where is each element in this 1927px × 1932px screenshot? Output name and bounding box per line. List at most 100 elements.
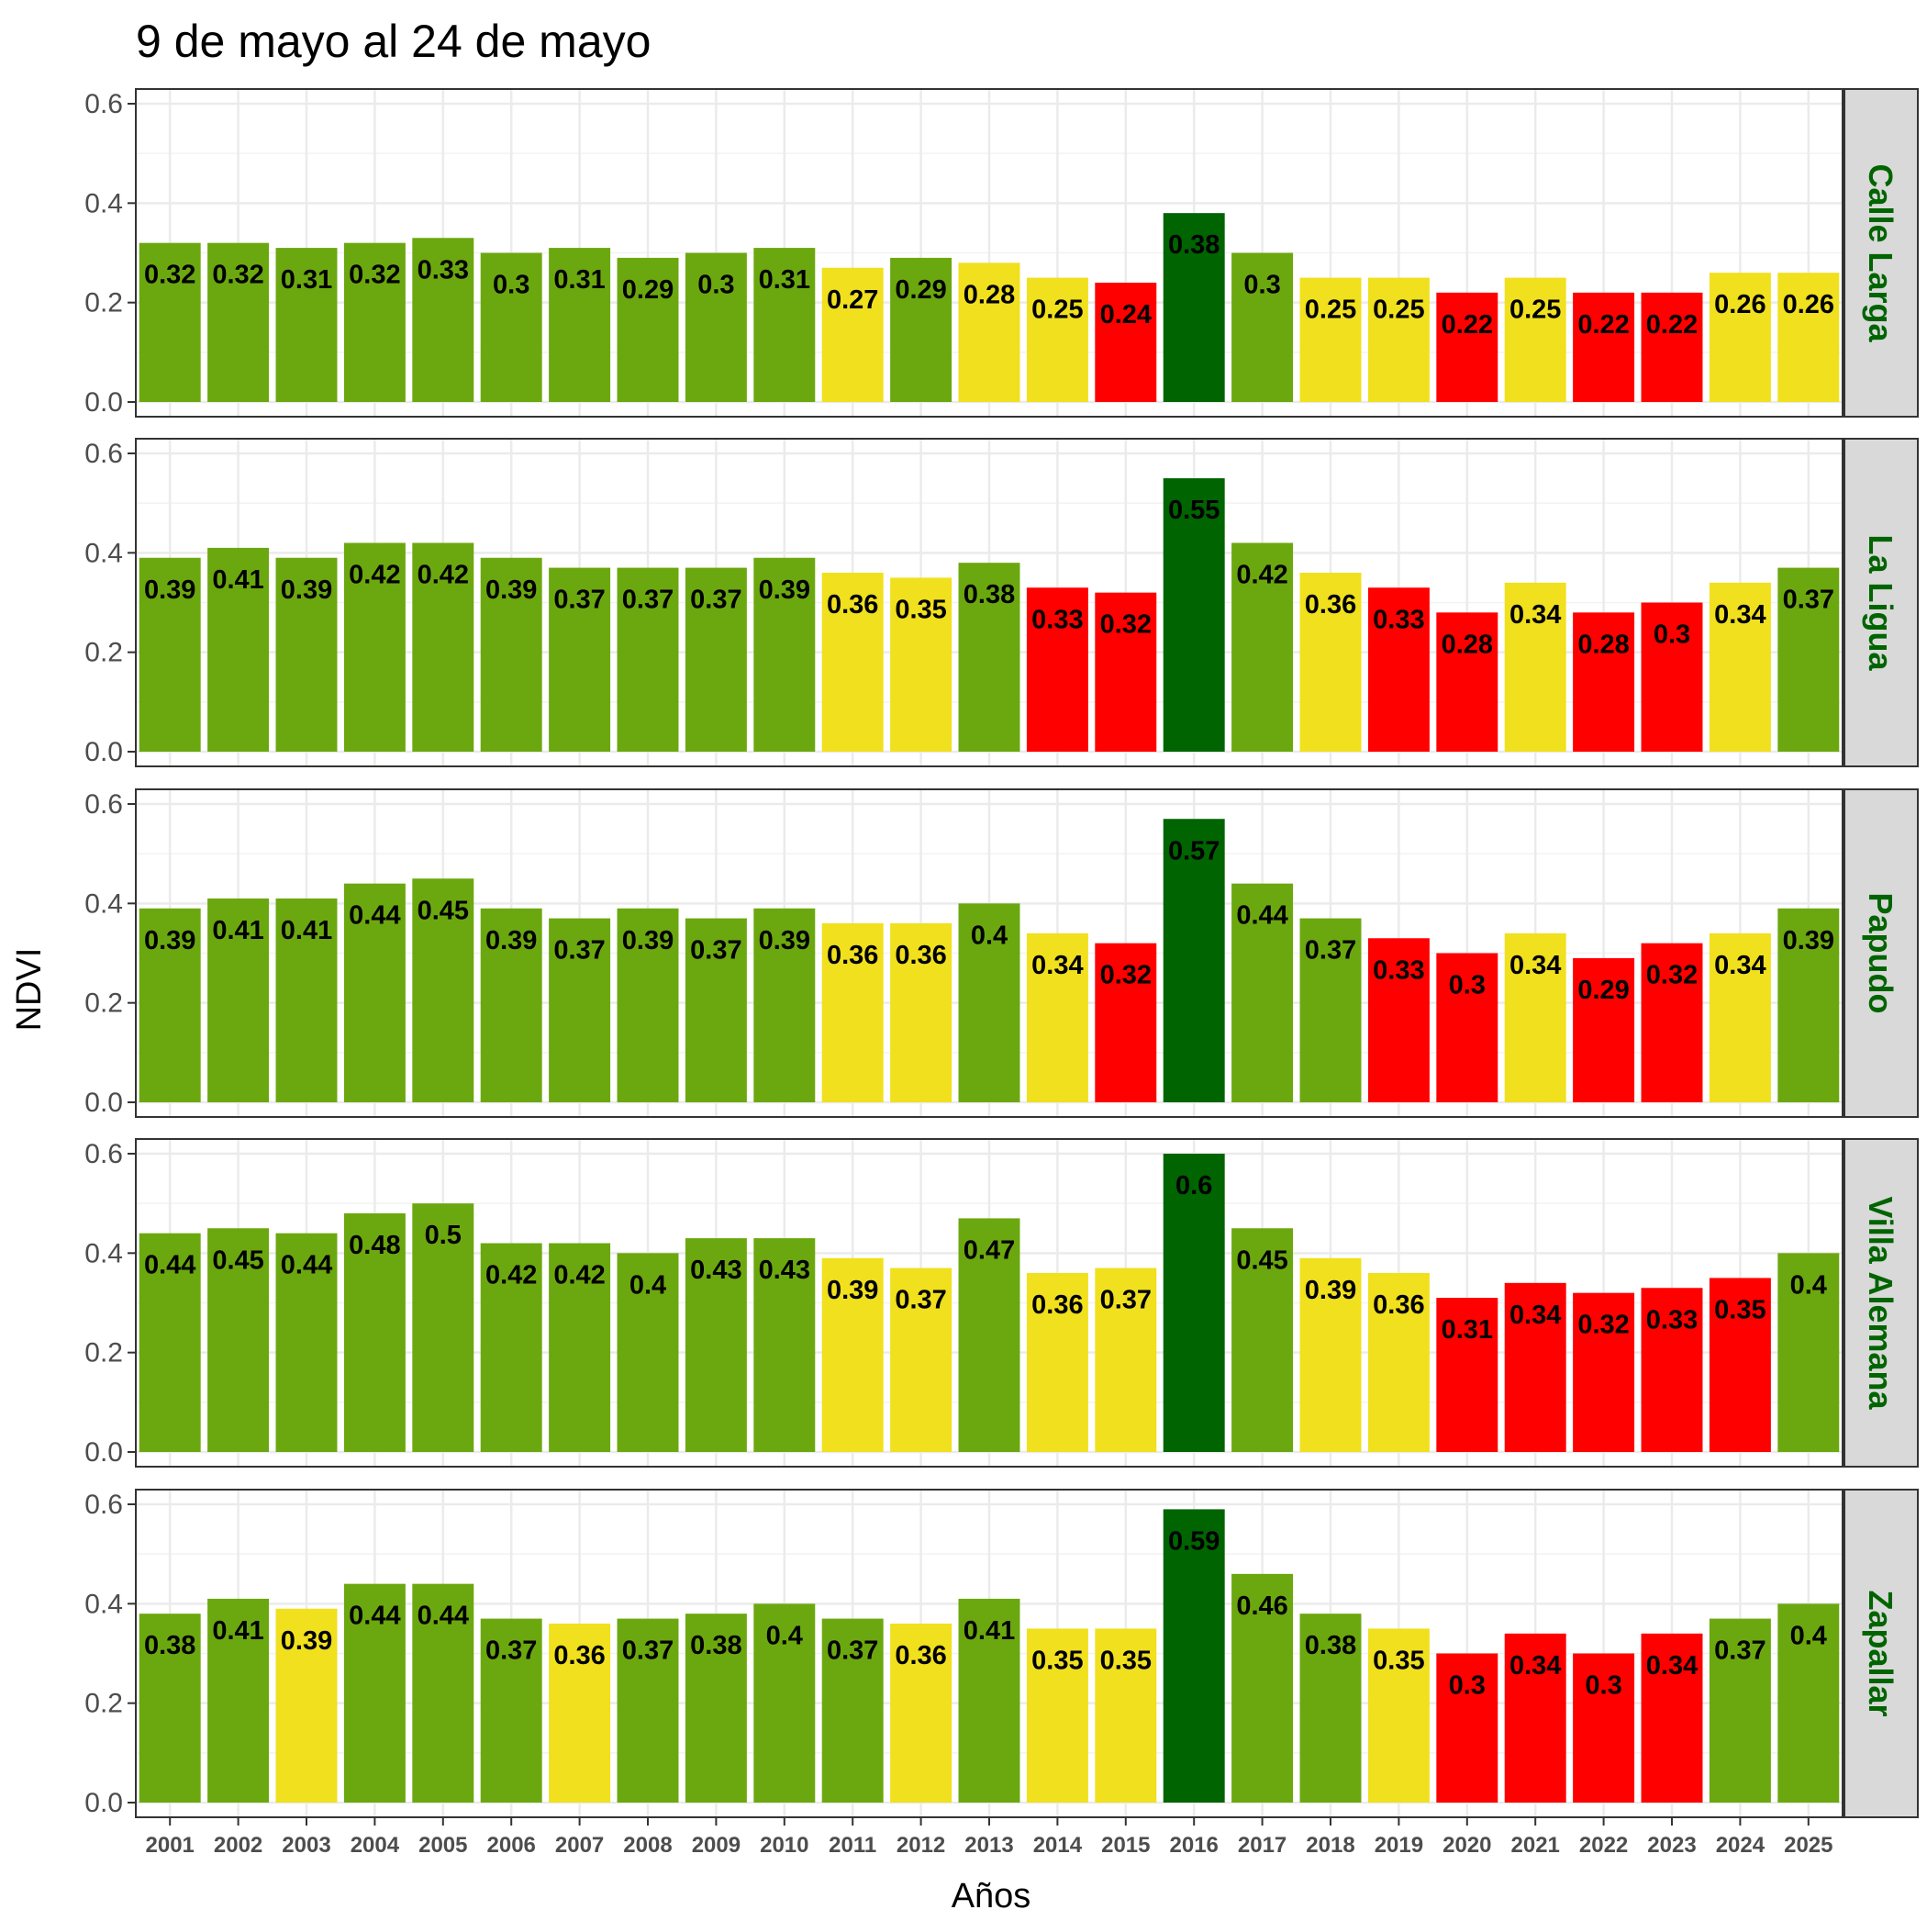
bar-2016 — [1163, 478, 1225, 752]
bar-label-2007: 0.42 — [553, 1261, 605, 1290]
bar-label-2018: 0.37 — [1305, 936, 1356, 966]
bar-2009 — [685, 918, 747, 1102]
bar-label-2022: 0.28 — [1577, 630, 1629, 659]
bar-label-2007: 0.37 — [553, 586, 605, 615]
bar-2001 — [139, 908, 201, 1102]
facet-label: Papudo — [1862, 893, 1899, 1014]
x-tick-label-2009: 2009 — [692, 1833, 741, 1858]
bar-2021 — [1504, 277, 1566, 402]
bar-label-2016: 0.57 — [1168, 836, 1220, 865]
bar-2017 — [1231, 1573, 1294, 1803]
bar-label-2019: 0.36 — [1373, 1290, 1424, 1320]
bar-2010 — [753, 1238, 816, 1452]
bar-label-2013: 0.4 — [971, 921, 1008, 950]
bar-label-2023: 0.22 — [1646, 310, 1698, 340]
bar-label-2010: 0.31 — [759, 265, 810, 295]
bar-label-2006: 0.39 — [485, 575, 537, 605]
panel-1: 0.39 0.41 0.39 0.42 0.42 0.39 0.37 0.37 0.37 0.39… — [84, 438, 1919, 767]
bar-label-2013: 0.41 — [964, 1616, 1015, 1646]
bar-label-2002: 0.45 — [212, 1245, 263, 1275]
bar-label-2020: 0.22 — [1442, 310, 1493, 340]
bar-label-2018: 0.39 — [1305, 1276, 1356, 1305]
y-tick-label: 0.2 — [84, 1689, 123, 1719]
y-tick-label: 0.0 — [84, 387, 123, 418]
bar-label-2008: 0.29 — [622, 275, 674, 305]
facet-label: Villa Alemana — [1862, 1196, 1899, 1410]
bar-label-2003: 0.39 — [281, 1626, 332, 1656]
bar-label-2009: 0.37 — [690, 586, 741, 615]
bar-label-2018: 0.36 — [1305, 590, 1356, 620]
bar-2024 — [1709, 1618, 1771, 1803]
bar-2020 — [1436, 1653, 1498, 1803]
bar-2002 — [207, 1228, 270, 1452]
bar-label-2005: 0.33 — [418, 255, 469, 285]
bar-2007 — [549, 1624, 611, 1803]
bar-label-2010: 0.39 — [759, 575, 810, 605]
bar-2018 — [1299, 277, 1362, 402]
bar-label-2024: 0.34 — [1714, 600, 1765, 630]
bar-2002 — [207, 1598, 270, 1803]
x-tick-label-2012: 2012 — [897, 1833, 945, 1858]
bar-2005 — [412, 1583, 474, 1803]
bar-label-2021: 0.34 — [1509, 600, 1561, 630]
bar-2008 — [617, 257, 679, 402]
bar-2017 — [1231, 542, 1294, 752]
x-tick-label-2019: 2019 — [1375, 1833, 1423, 1858]
chart-title: 9 de mayo al 24 de mayo — [136, 16, 651, 67]
bar-label-2021: 0.34 — [1509, 1651, 1561, 1681]
bar-2014 — [1026, 1273, 1088, 1452]
bar-label-2020: 0.3 — [1449, 1671, 1486, 1701]
bar-2016 — [1163, 213, 1225, 402]
bar-2010 — [753, 1603, 816, 1803]
bar-2001 — [139, 1233, 201, 1452]
bar-2023 — [1641, 602, 1703, 752]
y-tick-label: 0.4 — [84, 538, 123, 568]
bar-label-2008: 0.37 — [622, 586, 674, 615]
facet-label: Calle Larga — [1862, 163, 1899, 342]
bar-label-2025: 0.37 — [1783, 586, 1834, 615]
y-tick-label: 0.0 — [84, 737, 123, 767]
bar-2011 — [821, 267, 884, 402]
y-tick-label: 0.2 — [84, 988, 123, 1019]
bar-label-2013: 0.47 — [964, 1235, 1015, 1265]
x-tick-label-2013: 2013 — [964, 1833, 1013, 1858]
bar-2002 — [207, 898, 270, 1102]
bar-2007 — [549, 918, 611, 1102]
bar-label-2014: 0.33 — [1031, 605, 1083, 634]
x-tick-label-2004: 2004 — [351, 1833, 400, 1858]
bar-2003 — [275, 557, 338, 752]
bar-label-2018: 0.25 — [1305, 296, 1356, 325]
bar-2014 — [1026, 277, 1088, 402]
bar-2012 — [890, 923, 952, 1102]
bar-label-2015: 0.32 — [1100, 961, 1152, 990]
bar-2006 — [480, 1243, 542, 1452]
bar-2020 — [1436, 1298, 1498, 1452]
bar-2002 — [207, 547, 270, 752]
facet-label: Zapallar — [1862, 1590, 1899, 1716]
bar-2011 — [821, 573, 884, 752]
bar-2025 — [1777, 567, 1840, 752]
bar-label-2011: 0.27 — [827, 285, 878, 315]
bar-label-2012: 0.29 — [895, 275, 946, 305]
x-tick-label-2022: 2022 — [1579, 1833, 1628, 1858]
bar-2004 — [343, 1213, 406, 1452]
bar-2013 — [958, 1598, 1020, 1803]
bar-label-2021: 0.25 — [1509, 296, 1561, 325]
bar-label-2001: 0.39 — [144, 926, 195, 955]
bar-label-2017: 0.42 — [1236, 561, 1287, 590]
bar-2015 — [1095, 592, 1157, 752]
bar-label-2002: 0.41 — [212, 916, 263, 945]
bar-label-2011: 0.36 — [827, 590, 878, 620]
bar-label-2024: 0.35 — [1714, 1295, 1765, 1324]
bar-2017 — [1231, 1228, 1294, 1452]
y-tick-label: 0.6 — [84, 89, 123, 119]
bar-label-2015: 0.24 — [1100, 300, 1152, 329]
bar-2013 — [958, 563, 1020, 752]
bar-2010 — [753, 248, 816, 402]
bar-2008 — [617, 1253, 679, 1452]
bar-label-2017: 0.45 — [1236, 1245, 1287, 1275]
bar-2001 — [139, 242, 201, 402]
y-tick-label: 0.2 — [84, 288, 123, 318]
bar-2011 — [821, 1257, 884, 1452]
